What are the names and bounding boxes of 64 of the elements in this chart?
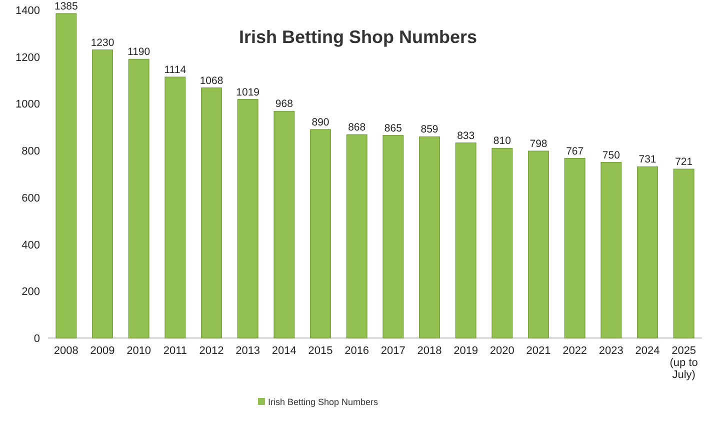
bar xyxy=(673,168,694,338)
data-label: 833 xyxy=(457,130,475,142)
x-tick-label: 2009 xyxy=(90,345,115,357)
bar xyxy=(382,135,404,338)
data-label: 1114 xyxy=(164,64,186,76)
bar xyxy=(492,148,513,338)
y-tick-label: 1000 xyxy=(16,98,40,111)
bar xyxy=(201,87,222,338)
bar xyxy=(310,129,331,338)
x-tick-label: 2017 xyxy=(380,345,406,357)
bar xyxy=(274,110,295,338)
legend-label: Irish Betting Shop Numbers xyxy=(268,397,379,407)
y-tick-label: 600 xyxy=(22,192,40,204)
bar xyxy=(346,134,368,338)
x-tick-label: 2021 xyxy=(526,345,551,357)
data-label: 1019 xyxy=(236,86,260,98)
text: Irish Betting Shop Numbers xyxy=(238,27,478,47)
x-tick-label: 2024 xyxy=(635,345,660,357)
y-tick-label: 400 xyxy=(22,239,40,252)
data-label: 810 xyxy=(493,135,512,148)
x-tick-label: 2011 xyxy=(163,345,187,357)
x-tick-label: 2015 xyxy=(308,345,333,357)
bar xyxy=(600,162,622,338)
data-label: 1068 xyxy=(200,74,224,87)
bar xyxy=(56,13,77,338)
data-label: 890 xyxy=(312,116,330,128)
y-tick-label: 800 xyxy=(22,146,40,158)
x-tick-label: 2010 xyxy=(126,345,152,357)
bar xyxy=(419,136,440,338)
data-label: 798 xyxy=(530,138,548,150)
x-tick-label: 2023 xyxy=(598,345,624,357)
x-tick-label: 2020 xyxy=(490,345,514,357)
y-tick-label: 1200 xyxy=(16,52,40,64)
bar xyxy=(528,150,549,338)
bar xyxy=(564,158,586,338)
data-label: 750 xyxy=(602,149,620,162)
data-label: 1190 xyxy=(128,46,150,58)
data-label: 865 xyxy=(384,122,402,134)
data-label: 868 xyxy=(348,122,366,134)
x-tick-label: 2022 xyxy=(562,345,588,357)
data-label: 1230 xyxy=(90,36,114,49)
x-tick-label: 2014 xyxy=(272,345,296,357)
y-tick-label: 1400 xyxy=(16,5,40,17)
x-tick-label: 2018 xyxy=(417,345,442,357)
data-label: 1385 xyxy=(54,0,78,13)
x-tick-label: 2025 (up to July) xyxy=(670,345,698,381)
y-tick-label: 0 xyxy=(34,333,40,345)
bar xyxy=(164,76,186,338)
x-tick-label: 2008 xyxy=(54,345,78,357)
bar xyxy=(637,166,658,338)
x-tick-label: 2016 xyxy=(344,345,370,357)
bar xyxy=(237,98,258,338)
bar xyxy=(455,142,476,338)
data-label: 968 xyxy=(275,98,294,110)
y-tick-label: 200 xyxy=(22,286,40,298)
x-tick-label: 2012 xyxy=(199,345,224,357)
data-label: 731 xyxy=(638,154,656,166)
bar xyxy=(92,50,113,338)
data-label: 859 xyxy=(420,124,438,136)
data-label: 721 xyxy=(675,156,693,168)
x-tick-label: 2019 xyxy=(454,345,478,357)
x-tick-label: 2013 xyxy=(236,345,260,357)
data-label: 767 xyxy=(566,145,584,158)
bar xyxy=(128,58,150,338)
